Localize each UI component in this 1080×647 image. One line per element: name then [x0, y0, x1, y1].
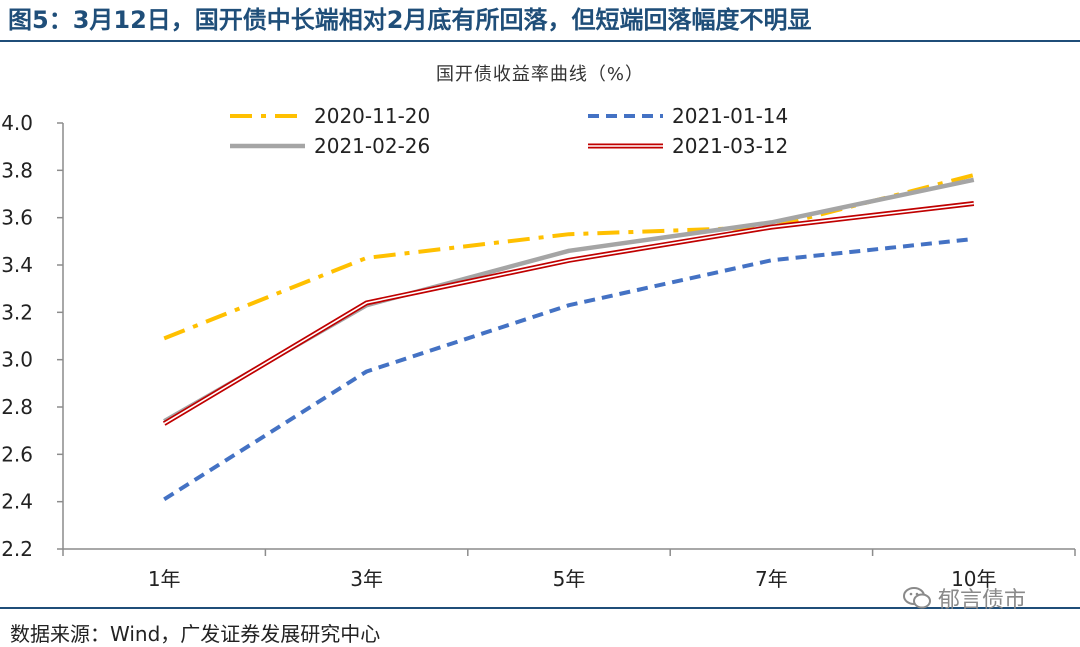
y-tick-label: 3.4: [1, 253, 33, 277]
y-tick-label: 2.6: [1, 442, 33, 466]
legend-label: 2021-01-14: [672, 104, 788, 128]
y-tick-label: 2.8: [1, 395, 33, 419]
y-tick-label: 3.8: [1, 158, 33, 182]
series-line-1: [164, 239, 974, 499]
x-tick-label: 5年: [553, 567, 586, 591]
x-tick-label: 1年: [148, 567, 181, 591]
series-line-3-outer: [164, 204, 974, 424]
y-tick-label: 4.0: [1, 111, 33, 135]
data-source: 数据来源：Wind，广发证券发展研究中心: [10, 618, 380, 647]
y-tick-label: 3.2: [1, 300, 33, 324]
x-tick-label: 3年: [350, 567, 383, 591]
y-tick-label: 3.0: [1, 348, 33, 372]
watermark-text: 郁言债市: [938, 582, 1026, 614]
y-tick-label: 2.4: [1, 490, 33, 514]
wechat-icon: [902, 586, 932, 610]
legend-label: 2021-02-26: [314, 134, 430, 158]
series-line-3-inner: [164, 204, 974, 424]
legend-label: 2020-11-20: [314, 104, 430, 128]
x-tick-label: 7年: [755, 567, 788, 591]
legend-label: 2021-03-12: [672, 134, 788, 158]
y-tick-label: 2.2: [1, 537, 33, 561]
y-tick-label: 3.6: [1, 206, 33, 230]
watermark: 郁言债市: [902, 582, 1026, 614]
series-line-0: [164, 175, 974, 338]
